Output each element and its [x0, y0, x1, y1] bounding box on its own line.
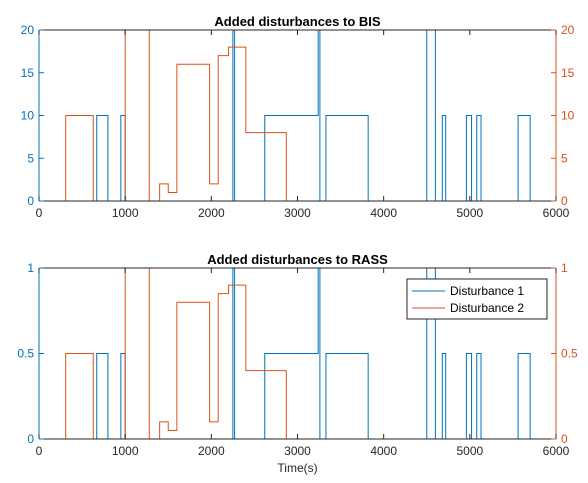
chart-2-y-tick-label-right: 0	[561, 432, 568, 446]
chart-1-y-tick-label-right: 20	[561, 23, 575, 37]
chart-1-y-tick-label-left: 15	[21, 66, 35, 80]
chart-2-y-tick-label-left: 1	[27, 261, 34, 275]
chart-2-y-tick-label-left: 0	[27, 432, 34, 446]
chart-2-y-tick-label-right: 1	[561, 261, 568, 275]
chart-1-x-tick-label: 0	[36, 206, 43, 220]
chart-2-x-tick-label: 0	[36, 444, 43, 458]
chart-1-title: Added disturbances to BIS	[214, 14, 380, 29]
chart-1-y-tick-label-right: 0	[561, 194, 568, 208]
chart-2-legend-label-2: Disturbance 2	[450, 301, 524, 315]
chart-1-x-tick-label: 2000	[198, 206, 225, 220]
chart-1-x-tick-label: 5000	[456, 206, 483, 220]
chart-1-y-tick-label-right: 10	[561, 109, 575, 123]
chart-2-y-tick-label-left: 0.5	[17, 347, 34, 361]
chart-1-y-tick-label-left: 10	[21, 109, 35, 123]
chart-2-legend-box	[406, 278, 548, 320]
chart-2-x-axis-label: Time(s)	[277, 461, 317, 475]
chart-1-x-tick-label: 3000	[284, 206, 311, 220]
chart-1-y-tick-label-left: 20	[21, 23, 35, 37]
chart-2-y-tick-label-right: 0.5	[561, 347, 578, 361]
chart-2-x-tick-label: 5000	[456, 444, 483, 458]
chart-2-x-tick-label: 4000	[370, 444, 397, 458]
chart-2-x-tick-label: 1000	[112, 444, 139, 458]
chart-2-x-tick-label: 6000	[543, 444, 570, 458]
chart-2-legend-label-1: Disturbance 1	[450, 284, 524, 298]
chart-2-title: Added disturbances to RASS	[207, 252, 388, 267]
chart-1-y-tick-label-right: 15	[561, 66, 575, 80]
chart-1-y-tick-label-right: 5	[561, 151, 568, 165]
chart-1-y-tick-label-left: 5	[27, 151, 34, 165]
chart-1-x-tick-label: 4000	[370, 206, 397, 220]
chart-1-x-tick-label: 1000	[112, 206, 139, 220]
chart-1-x-tick-label: 6000	[543, 206, 570, 220]
chart-2-x-tick-label: 3000	[284, 444, 311, 458]
chart-2-x-tick-label: 2000	[198, 444, 225, 458]
chart-1-y-tick-label-left: 0	[27, 194, 34, 208]
